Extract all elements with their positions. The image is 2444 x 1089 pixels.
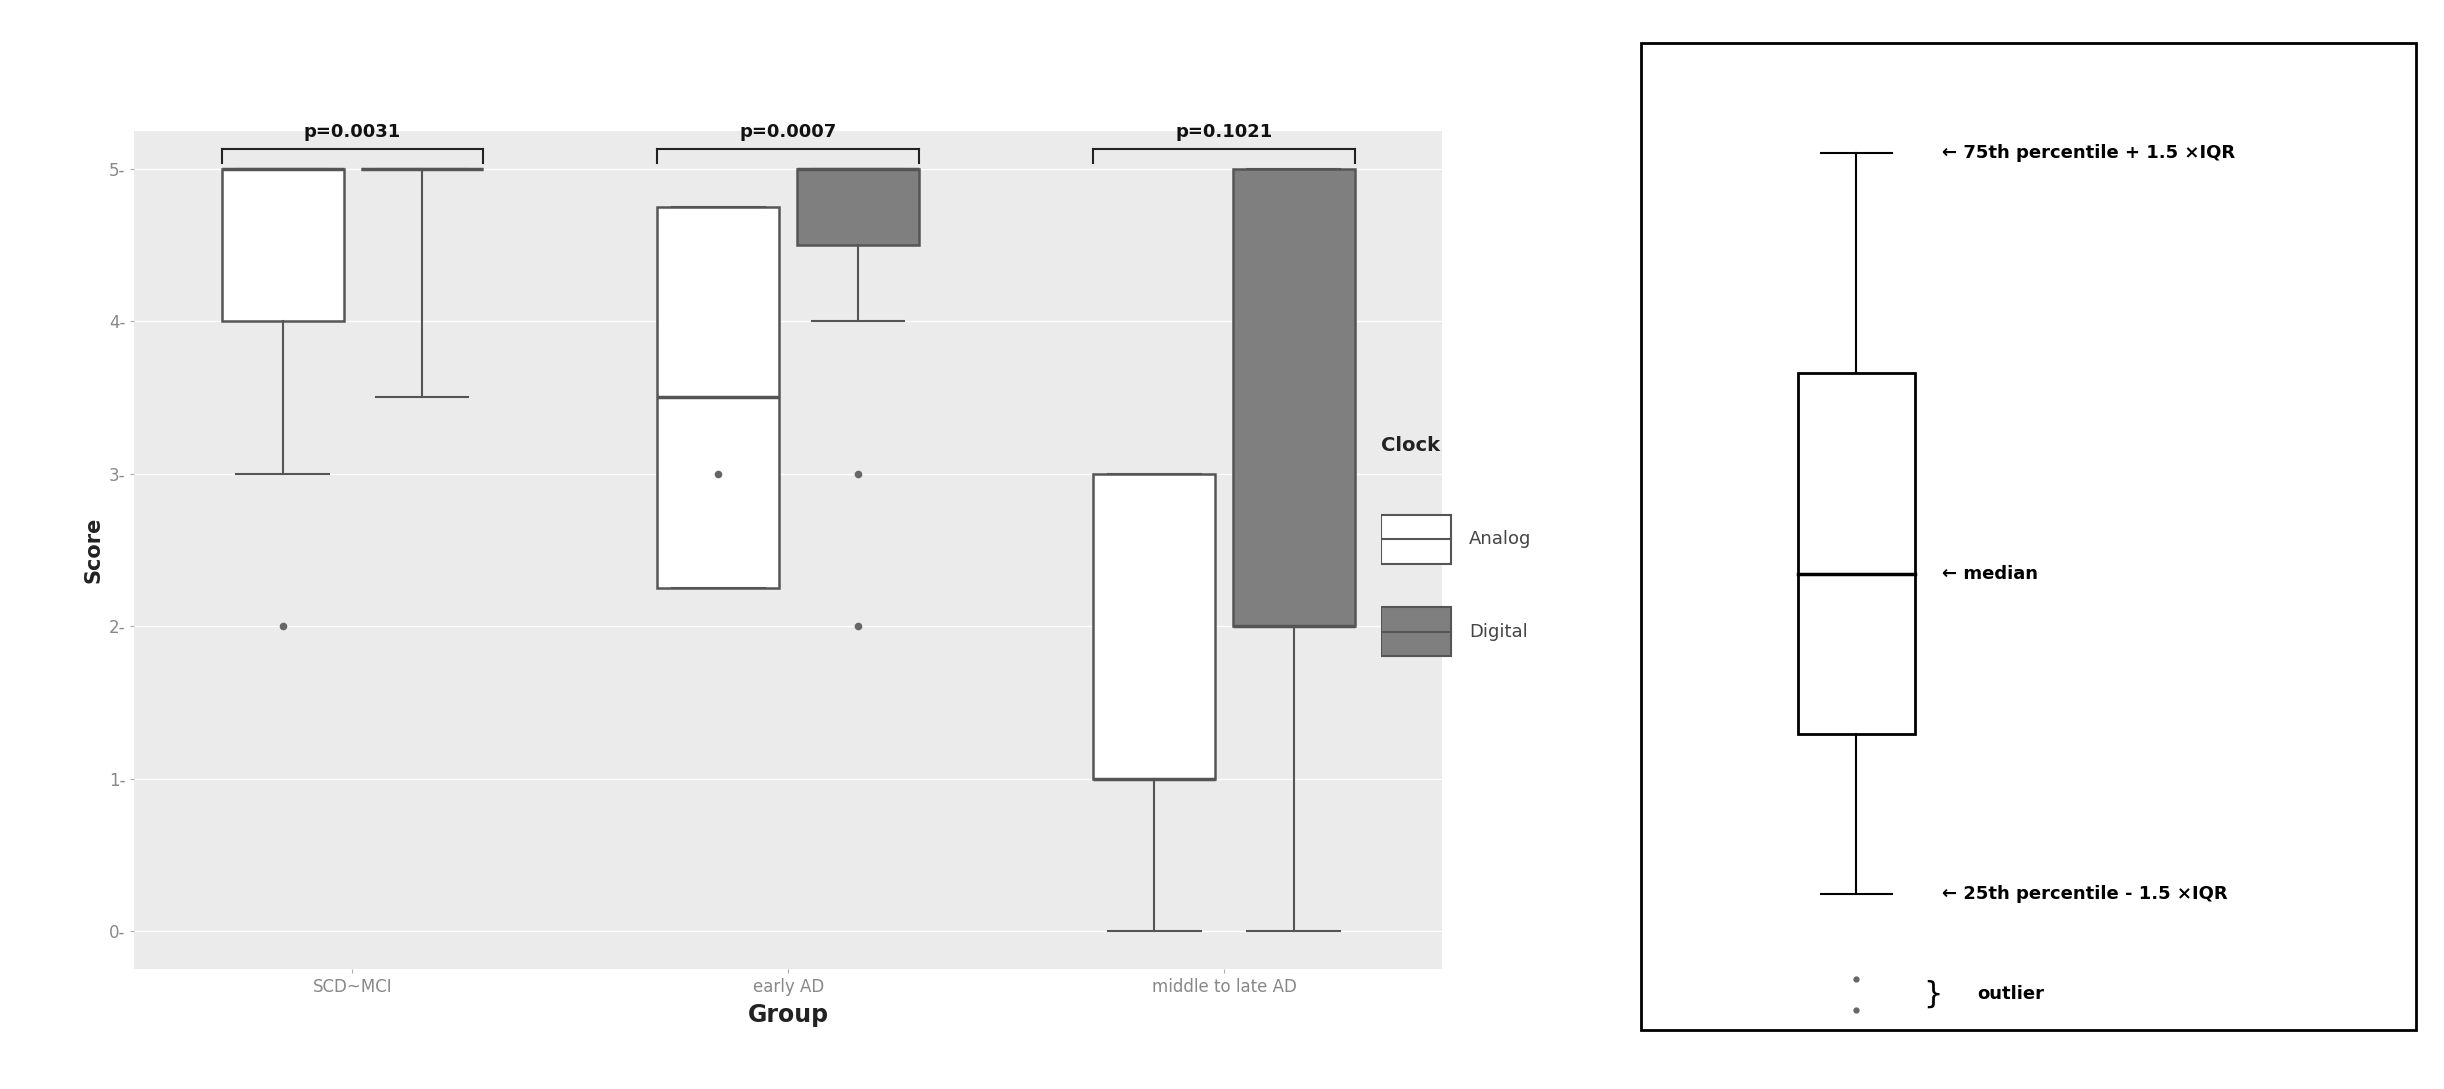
Bar [657, 207, 780, 588]
Text: p=0.1021: p=0.1021 [1176, 123, 1273, 142]
Text: ← 75th percentile + 1.5 ×IQR: ← 75th percentile + 1.5 ×IQR [1943, 144, 2236, 162]
Bar [1232, 169, 1354, 626]
Y-axis label: Score: Score [83, 517, 103, 583]
Text: Digital: Digital [1469, 623, 1528, 640]
Text: Clock: Clock [1381, 436, 1440, 454]
Text: ← 25th percentile - 1.5 ×IQR: ← 25th percentile - 1.5 ×IQR [1943, 885, 2229, 903]
X-axis label: Group: Group [748, 1003, 829, 1027]
Text: }: } [1923, 980, 1943, 1010]
Text: p=0.0031: p=0.0031 [303, 123, 401, 142]
Bar [1381, 515, 1452, 564]
Text: outlier: outlier [1977, 986, 2046, 1003]
Bar [797, 169, 919, 245]
Text: Analog: Analog [1469, 530, 1532, 548]
Bar [1381, 608, 1452, 656]
Text: p=0.0007: p=0.0007 [741, 123, 836, 142]
Bar [1799, 374, 1916, 734]
Text: ← median: ← median [1943, 565, 2038, 583]
Bar [222, 169, 345, 321]
Bar [1092, 474, 1215, 779]
